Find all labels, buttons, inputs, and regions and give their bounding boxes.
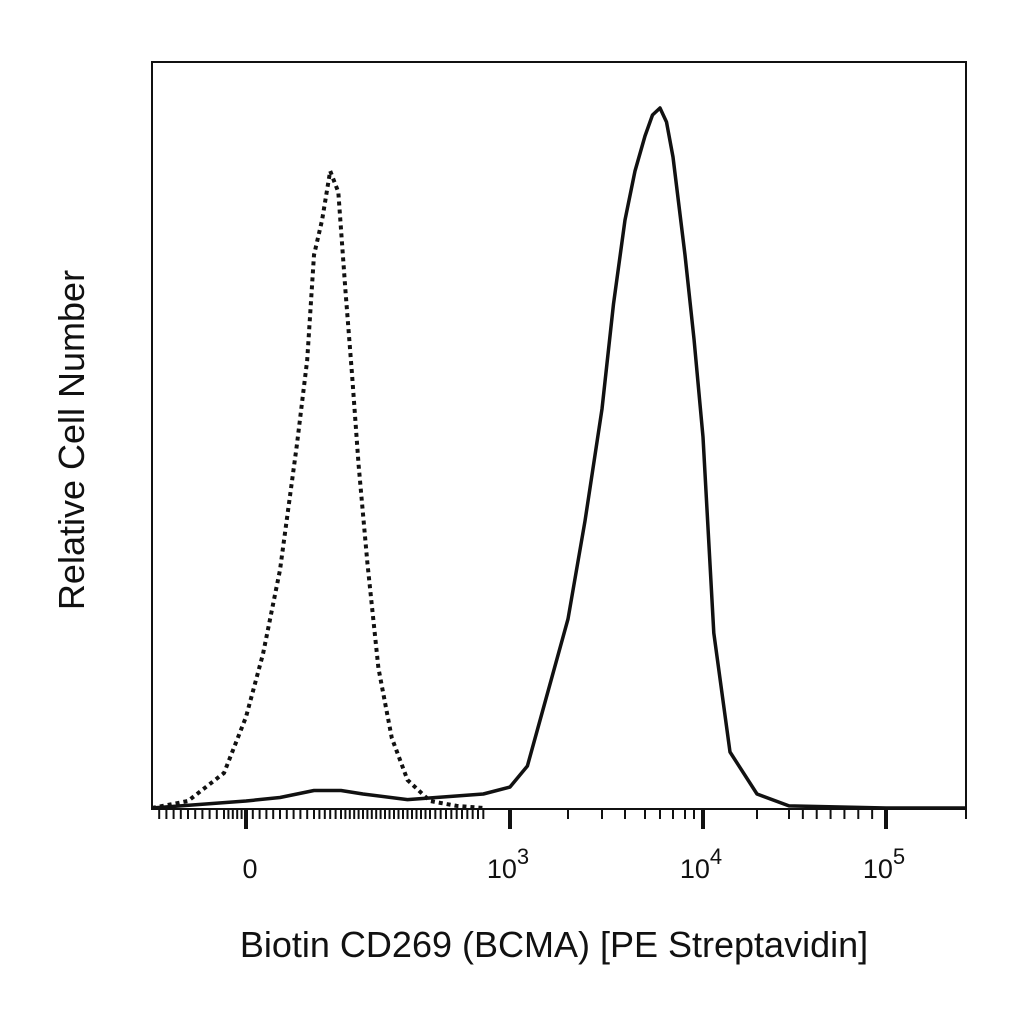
series-layer — [151, 106, 966, 810]
x-axis-label: Biotin CD269 (BCMA) [PE Streptavidin] — [240, 924, 868, 965]
x-minor-ticks — [158, 809, 967, 819]
x-major-ticks — [244, 809, 888, 829]
plot-frame — [151, 61, 967, 810]
x-tick-label: 105 — [863, 844, 905, 884]
series-line-solid — [151, 106, 966, 810]
x-tick-label: 0 — [242, 854, 257, 884]
x-tick-label: 104 — [680, 844, 722, 884]
series-line-dotted — [151, 169, 484, 810]
x-tick-label: 103 — [487, 844, 529, 884]
y-axis-label: Relative Cell Number — [51, 270, 92, 610]
x-tick-labels: 0 103 104 105 — [242, 844, 905, 884]
